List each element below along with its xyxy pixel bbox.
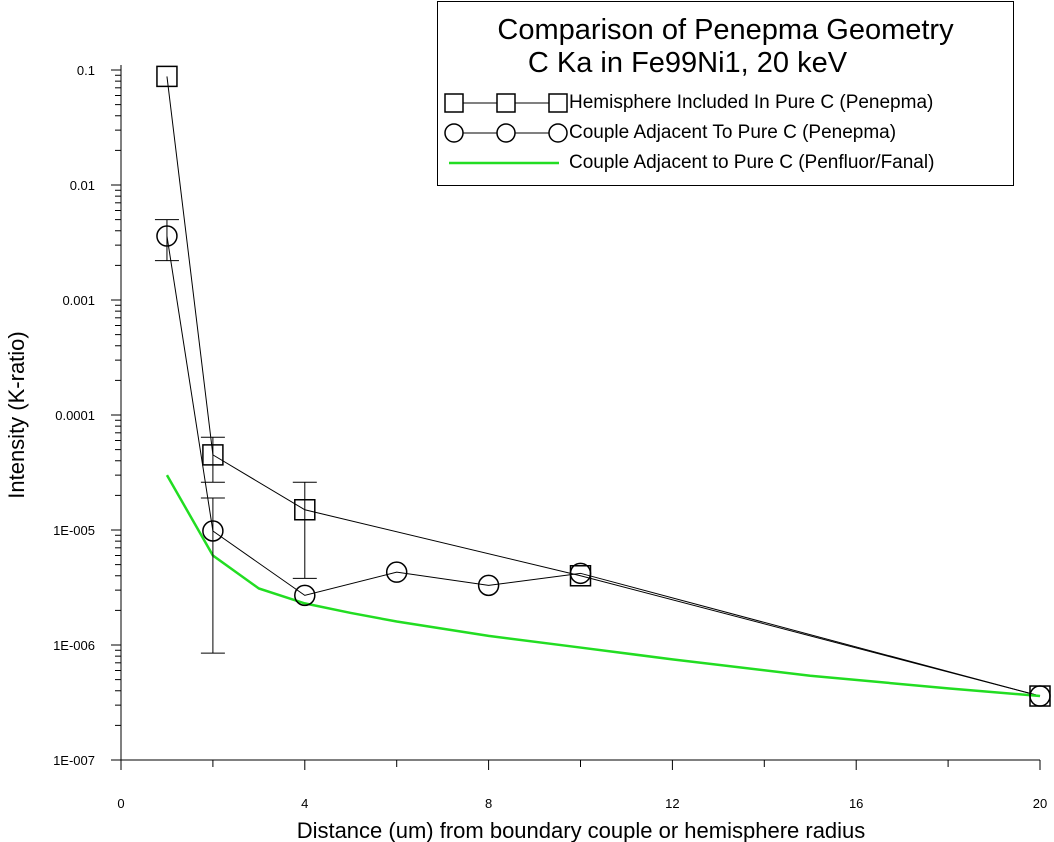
y-tick-label: 0.001 xyxy=(62,293,95,308)
circle-data-point xyxy=(1029,685,1051,707)
plot-area xyxy=(154,65,1051,707)
y-tick-label: 0.1 xyxy=(77,63,95,78)
circle-marker-icon xyxy=(444,123,568,143)
series-line-3 xyxy=(165,474,1041,698)
legend-label-couple-penepma: Couple Adjacent To Pure C (Penepma) xyxy=(569,122,897,143)
legend-item-couple-penepma: Couple Adjacent To Pure C (Penepma) xyxy=(438,118,1013,148)
legend-label-couple-penfluor: Couple Adjacent to Pure C (Penfluor/Fana… xyxy=(569,152,935,173)
x-tick-label: 12 xyxy=(665,796,679,811)
y-tick-label: 1E-006 xyxy=(53,638,95,653)
y-tick-label: 0.01 xyxy=(70,178,95,193)
circle-data-point xyxy=(156,225,178,247)
x-tick-label: 0 xyxy=(117,796,124,811)
legend-label-hemisphere: Hemisphere Included In Pure C (Penepma) xyxy=(569,92,934,113)
square-data-point xyxy=(294,498,316,521)
circle-data-point xyxy=(202,520,224,542)
square-marker-icon xyxy=(444,93,568,113)
x-tick-label: 16 xyxy=(849,796,863,811)
series-line-2 xyxy=(166,235,1041,697)
circle-data-point xyxy=(385,561,408,583)
x-tick-label: 20 xyxy=(1033,796,1047,811)
circle-data-point xyxy=(477,574,500,597)
legend-item-couple-penfluor: Couple Adjacent to Pure C (Penfluor/Fana… xyxy=(438,148,1013,178)
y-tick-label: 1E-005 xyxy=(53,523,95,538)
y-tick-label: 1E-007 xyxy=(53,753,95,768)
circle-data-point xyxy=(569,562,592,585)
legend-item-hemisphere: Hemisphere Included In Pure C (Penepma) xyxy=(438,88,1013,118)
chart-title-line-2: C Ka in Fe99Ni1, 20 keV xyxy=(527,47,848,79)
x-tick-label: 8 xyxy=(485,796,492,811)
circle-data-point xyxy=(294,584,316,607)
x-tick-label: 4 xyxy=(301,796,308,811)
green-line-icon xyxy=(449,161,559,165)
legend: Comparison of Penepma Geometry C Ka in F… xyxy=(437,1,1014,186)
chart-title-line-1: Comparison of Penepma Geometry xyxy=(497,14,954,46)
square-data-point xyxy=(156,65,178,88)
y-tick-label: 0.0001 xyxy=(55,408,95,423)
y-axis-label: Intensity (K-ratio) xyxy=(4,331,29,499)
x-axis-label: Distance (um) from boundary couple or he… xyxy=(297,818,866,842)
axes: 0 4 8 12 16 20 1E-007 1E-006 1E-005 0.0001 0.001 0.… xyxy=(53,63,1047,811)
square-data-point xyxy=(202,444,224,466)
